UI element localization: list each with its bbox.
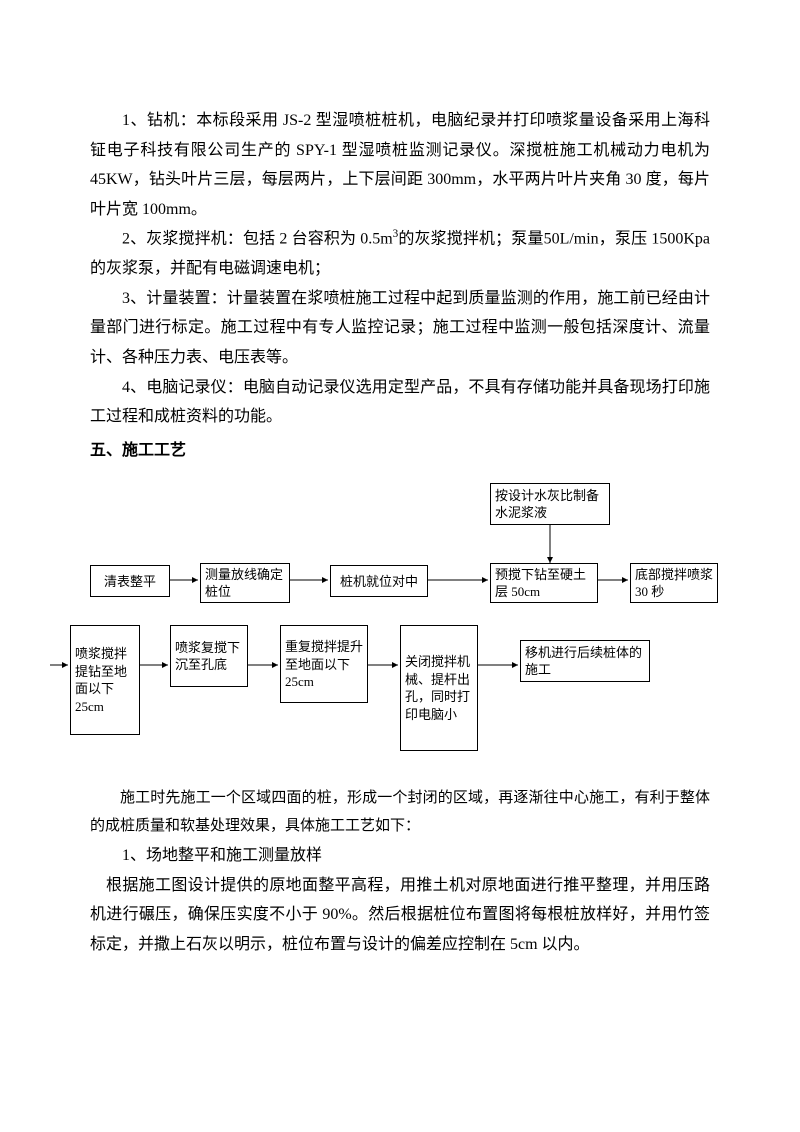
flow-label-5: 底部搅拌喷浆 30 秒 (635, 566, 713, 601)
flow-node-7: 喷浆复搅下沉至孔底 (170, 625, 248, 687)
post-paragraph-3: 根据施工图设计提供的原地面整平高程，用推土机对原地面进行推平整理，并用压路机进行… (90, 871, 710, 960)
heading-5: 五、施工工艺 (90, 436, 710, 466)
paragraph-2: 2、灰浆搅拌机：包括 2 台容积为 0.5m3的灰浆搅拌机；泵量50L/min，… (90, 224, 710, 284)
flow-node-1: 清表整平 (90, 565, 170, 597)
flow-label-6: 喷浆搅拌提钻至地面以下25cm (75, 645, 135, 715)
flow-node-4: 预搅下钻至硬土层 50cm (490, 563, 598, 603)
flow-label-10: 移机进行后续桩体的施工 (525, 644, 645, 679)
paragraph-3: 3、计量装置：计量装置在浆喷桩施工过程中起到质量监测的作用，施工前已经由计量部门… (90, 284, 710, 373)
flow-node-2: 测量放线确定桩位 (200, 563, 290, 603)
paragraph-1: 1、钻机：本标段采用 JS-2 型湿喷桩桩机，电脑纪录并打印喷浆量设备采用上海科… (90, 106, 710, 224)
post-paragraph-2: 1、场地整平和施工测量放样 (90, 841, 710, 871)
post-flow-section: 施工时先施工一个区域四面的桩，形成一个封闭的区域，再逐渐往中心施工，有利于整体的… (90, 785, 710, 959)
flow-node-10: 移机进行后续桩体的施工 (520, 640, 650, 682)
flow-label-9: 关闭搅拌机械、提杆出孔，同时打印电脑小 (405, 653, 473, 723)
document-page: 1、钻机：本标段采用 JS-2 型湿喷桩桩机，电脑纪录并打印喷浆量设备采用上海科… (0, 0, 800, 1132)
flowchart-arrows (50, 475, 730, 755)
p2-lead: 2、灰浆搅拌机：包括 2 台容积为 0.5m (122, 231, 393, 248)
flow-node-5: 底部搅拌喷浆 30 秒 (630, 563, 718, 603)
flow-label-8: 重复搅拌提升至地面以下25cm (285, 638, 363, 691)
flow-label-7: 喷浆复搅下沉至孔底 (175, 639, 243, 674)
flow-label-3: 桩机就位对中 (335, 573, 423, 591)
flow-node-8: 重复搅拌提升至地面以下25cm (280, 625, 368, 703)
flow-node-3: 桩机就位对中 (330, 565, 428, 597)
flow-node-6: 喷浆搅拌提钻至地面以下25cm (70, 625, 140, 735)
post-paragraph-1: 施工时先施工一个区域四面的桩，形成一个封闭的区域，再逐渐往中心施工，有利于整体的… (90, 785, 710, 841)
flow-label-4: 预搅下钻至硬土层 50cm (495, 566, 593, 601)
flow-node-prep: 按设计水灰比制备水泥浆液 (490, 483, 610, 525)
flow-node-9: 关闭搅拌机械、提杆出孔，同时打印电脑小 (400, 625, 478, 751)
flow-label-1: 清表整平 (95, 573, 165, 591)
paragraph-4: 4、电脑记录仪：电脑自动记录仪选用定型产品，不具有存储功能并具备现场打印施工过程… (90, 373, 710, 432)
flow-label-2: 测量放线确定桩位 (205, 566, 285, 601)
flowchart: 按设计水灰比制备水泥浆液 清表整平 测量放线确定桩位 桩机就位对中 预搅下钻至硬… (50, 475, 730, 755)
flow-label-prep: 按设计水灰比制备水泥浆液 (495, 487, 605, 522)
